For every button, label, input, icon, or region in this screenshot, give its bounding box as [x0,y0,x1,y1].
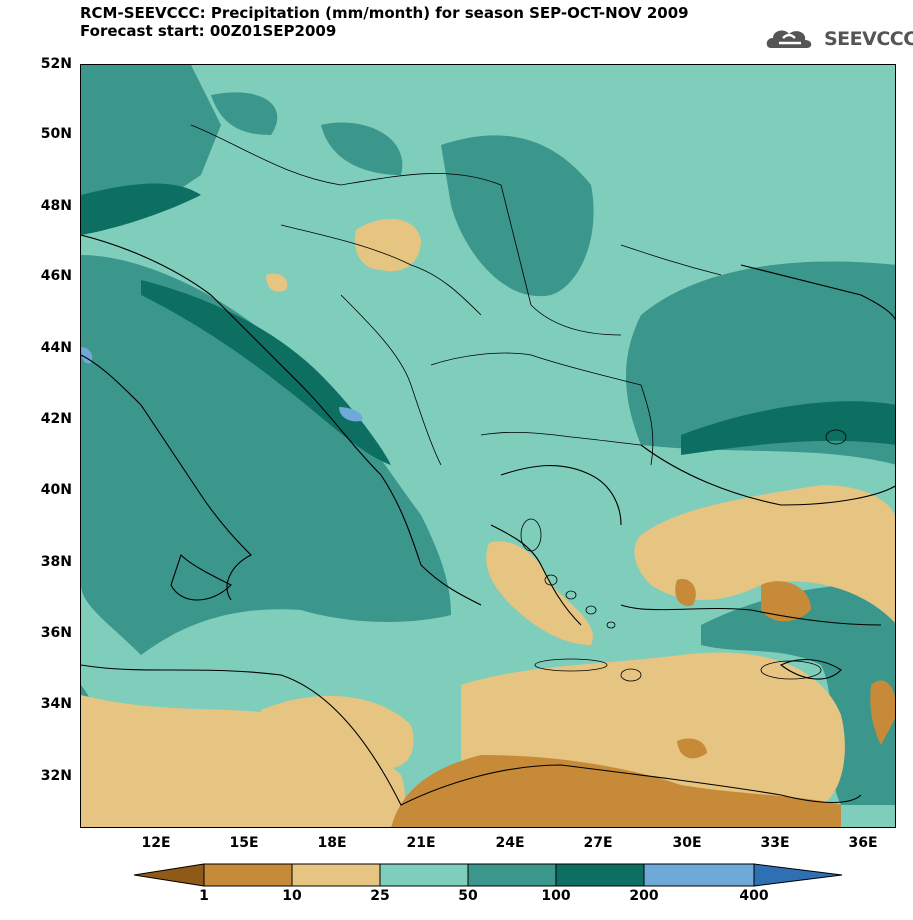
lon-label: 24E [495,835,525,851]
lon-label: 12E [141,835,171,851]
legend-label: 50 [458,888,478,904]
legend-swatch [291,863,381,887]
legend-swatch [555,863,645,887]
field-100-200 [81,183,895,465]
lat-label: 38N [40,554,72,570]
lon-label: 30E [672,835,702,851]
map-canvas [81,65,895,827]
lat-label: 34N [40,696,72,712]
lon-label: 15E [229,835,259,851]
lon-label: 18E [317,835,347,851]
islands [520,429,847,682]
lon-label: 27E [583,835,613,851]
map-title: RCM-SEEVCCC: Precipitation (mm/month) fo… [80,4,689,22]
lat-label: 44N [40,340,72,356]
lon-label: 36E [848,835,878,851]
country-borders [190,124,722,466]
lon-label: 21E [406,835,436,851]
legend-label: 10 [282,888,302,904]
lon-label: 33E [760,835,790,851]
lat-label: 40N [40,482,72,498]
legend-label: 100 [541,888,571,904]
lat-label: 52N [40,56,72,72]
forecast-start-label: Forecast start: 00Z01SEP2009 [80,22,337,40]
seevccc-logo [766,30,812,48]
lat-label: 50N [40,126,72,142]
legend-label: 1 [199,888,209,904]
legend-swatch [134,863,205,887]
legend-swatch [467,863,557,887]
legend-swatch [379,863,469,887]
legend-swatch [643,863,755,887]
precipitation-map [80,64,896,828]
coastlines [81,234,895,806]
legend-label: 400 [739,888,769,904]
cloud-icon [766,30,812,48]
lat-label: 42N [40,411,72,427]
lat-label: 48N [40,198,72,214]
legend-colorbar [134,863,843,887]
legend-label: 25 [370,888,390,904]
lat-label: 46N [40,268,72,284]
legend-swatch [203,863,293,887]
legend-swatch [753,863,843,887]
field-1-10 [391,579,895,827]
logo-text: SEEVCCC [824,28,913,50]
lat-label: 32N [40,768,72,784]
lat-label: 36N [40,625,72,641]
legend-label: 200 [629,888,659,904]
